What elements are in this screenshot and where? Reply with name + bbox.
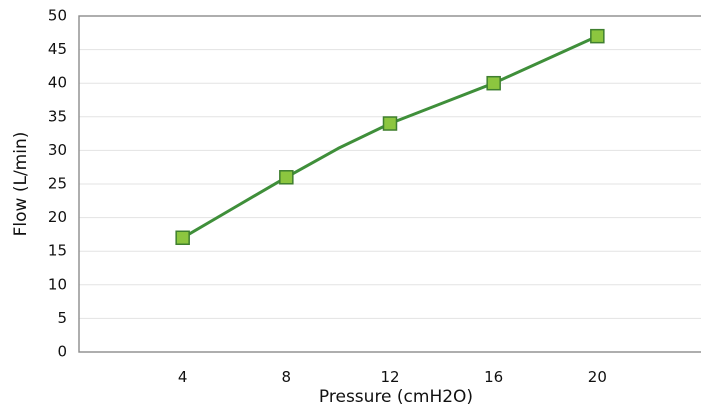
x-tick-label: 20 xyxy=(588,368,607,386)
x-axis-ticks: 4 8 12 16 20 xyxy=(178,368,607,386)
y-tick-label: 50 xyxy=(48,7,67,25)
y-tick-label: 40 xyxy=(48,74,67,92)
x-tick-label: 8 xyxy=(282,368,292,386)
y-tick-label: 25 xyxy=(48,175,67,193)
series-layer xyxy=(175,28,605,246)
y-axis-ticks: 0 5 10 15 20 25 30 35 40 45 50 xyxy=(48,7,67,361)
x-tick-label: 4 xyxy=(178,368,188,386)
x-axis-title: Pressure (cmH2O) xyxy=(319,387,473,404)
y-tick-label: 45 xyxy=(48,40,67,58)
y-tick-label: 0 xyxy=(57,343,67,361)
plot-area-frame xyxy=(78,15,701,353)
x-tick-label: 12 xyxy=(380,368,399,386)
y-tick-label: 30 xyxy=(48,141,67,159)
y-tick-label: 10 xyxy=(48,275,67,293)
y-tick-label: 15 xyxy=(48,242,67,260)
data-point-marker xyxy=(279,170,294,185)
data-point-marker xyxy=(486,75,501,91)
y-tick-label: 35 xyxy=(48,107,67,125)
series-line xyxy=(181,34,599,240)
y-tick-label: 20 xyxy=(48,208,67,226)
y-tick-label: 5 xyxy=(57,309,67,327)
data-point-marker xyxy=(175,230,190,246)
data-point-marker xyxy=(382,116,398,131)
data-point-marker xyxy=(590,28,605,44)
y-axis-title: Flow (L/min) xyxy=(11,132,31,237)
x-tick-label: 16 xyxy=(484,368,503,386)
grid-lines xyxy=(79,15,701,319)
